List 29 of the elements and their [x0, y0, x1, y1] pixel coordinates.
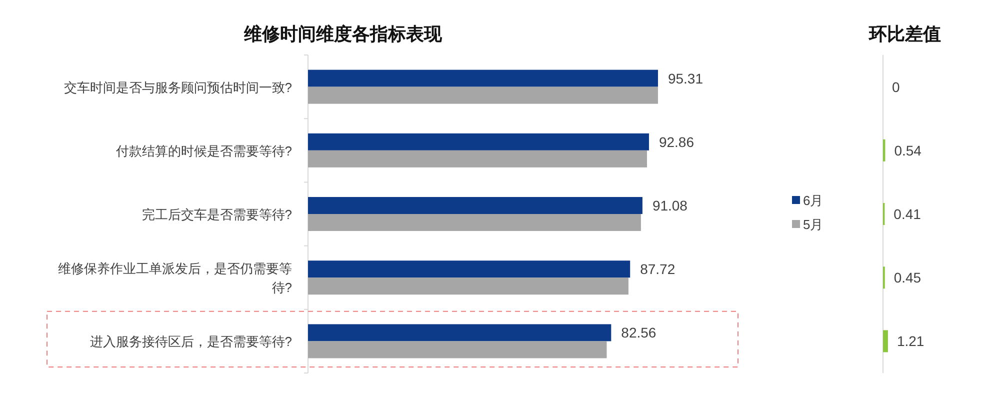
bar — [308, 150, 647, 168]
bar — [308, 70, 658, 87]
data-label: 1.21 — [896, 333, 924, 350]
bar — [308, 260, 630, 278]
chart-title: 维修时间维度各指标表现 — [243, 24, 443, 44]
y-tick-label: 交车时间是否与服务顾问预估时间一致? — [64, 80, 292, 95]
bar — [308, 278, 628, 295]
data-label: 82.56 — [621, 324, 656, 341]
y-tick-label: 付款结算的时候是否需要等待? — [114, 143, 292, 158]
bar — [308, 214, 641, 231]
y-tick-label: 进入服务接待区后，是否需要等待? — [90, 334, 292, 350]
bar — [308, 133, 649, 150]
data-label: 91.08 — [652, 198, 688, 214]
data-label: 95.31 — [668, 70, 704, 86]
y-tick-label: 完工后交车是否需要等待? — [142, 207, 292, 222]
data-label: 0.45 — [894, 270, 922, 286]
bar — [308, 86, 658, 104]
data-label: 92.86 — [658, 134, 694, 150]
data-label: 87.72 — [640, 261, 676, 278]
data-label: 0.41 — [894, 206, 922, 222]
chart-title: 环比差值 — [868, 24, 941, 44]
data-label: 0.54 — [894, 142, 922, 158]
bar — [308, 324, 612, 342]
bar — [308, 341, 607, 358]
y-tick-label: 维修保养作业工单派发后，是否仍需要等待? — [58, 261, 292, 296]
data-label: 0 — [892, 78, 900, 95]
legend-label: 5月 — [803, 217, 824, 232]
bar — [308, 197, 642, 214]
legend-label: 6月 — [803, 193, 824, 208]
